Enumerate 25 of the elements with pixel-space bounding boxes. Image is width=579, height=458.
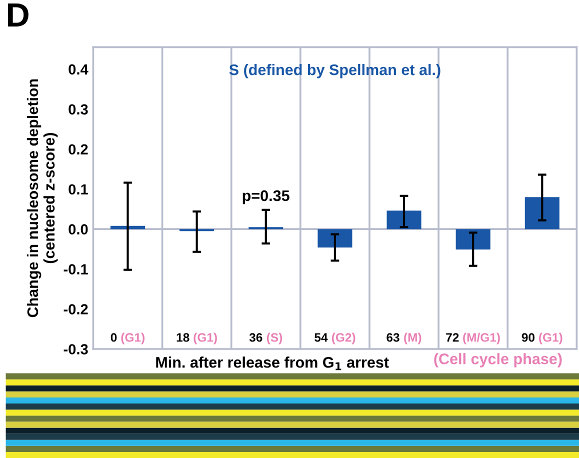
- y-tick-label: -0.1: [64, 264, 88, 274]
- y-tick-label: -0.2: [64, 304, 88, 314]
- x-tick-label: 54 (G2): [314, 332, 356, 344]
- bar: [386, 210, 422, 230]
- y-tick-label: -0.3: [64, 344, 88, 354]
- y-tick-label: 0.0: [68, 224, 88, 234]
- y-axis-title: Change in nucleosome depletion (centered z-score): [26, 79, 58, 318]
- bar: [524, 197, 560, 230]
- x-tick-label: 72 (M/G1): [446, 332, 500, 344]
- y-tick-label: 0.4: [68, 64, 88, 75]
- y-tick-label: 0.2: [68, 144, 88, 155]
- y-tick-label: 0.3: [68, 104, 88, 115]
- bar: [456, 229, 490, 250]
- x-tick-label: 90 (G1): [522, 332, 562, 344]
- text: D: [8, 4, 28, 26]
- annotation: p=0.35: [242, 190, 290, 204]
- text: (Cell cycle phase): [434, 353, 562, 368]
- bar: [318, 229, 352, 248]
- text: S (defined by Spellman et al.): [229, 64, 440, 78]
- x-tick-label: 63 (M): [386, 332, 422, 344]
- x-tick-label: 18 (G1): [176, 332, 217, 344]
- x-tick-label: 0 (G1): [110, 332, 144, 344]
- x-tick-label: 36 (S): [249, 332, 282, 344]
- y-tick-label: 0.1: [68, 184, 88, 195]
- x-axis-title: Min. after release from G$_{1}$ arrest: [156, 356, 389, 370]
